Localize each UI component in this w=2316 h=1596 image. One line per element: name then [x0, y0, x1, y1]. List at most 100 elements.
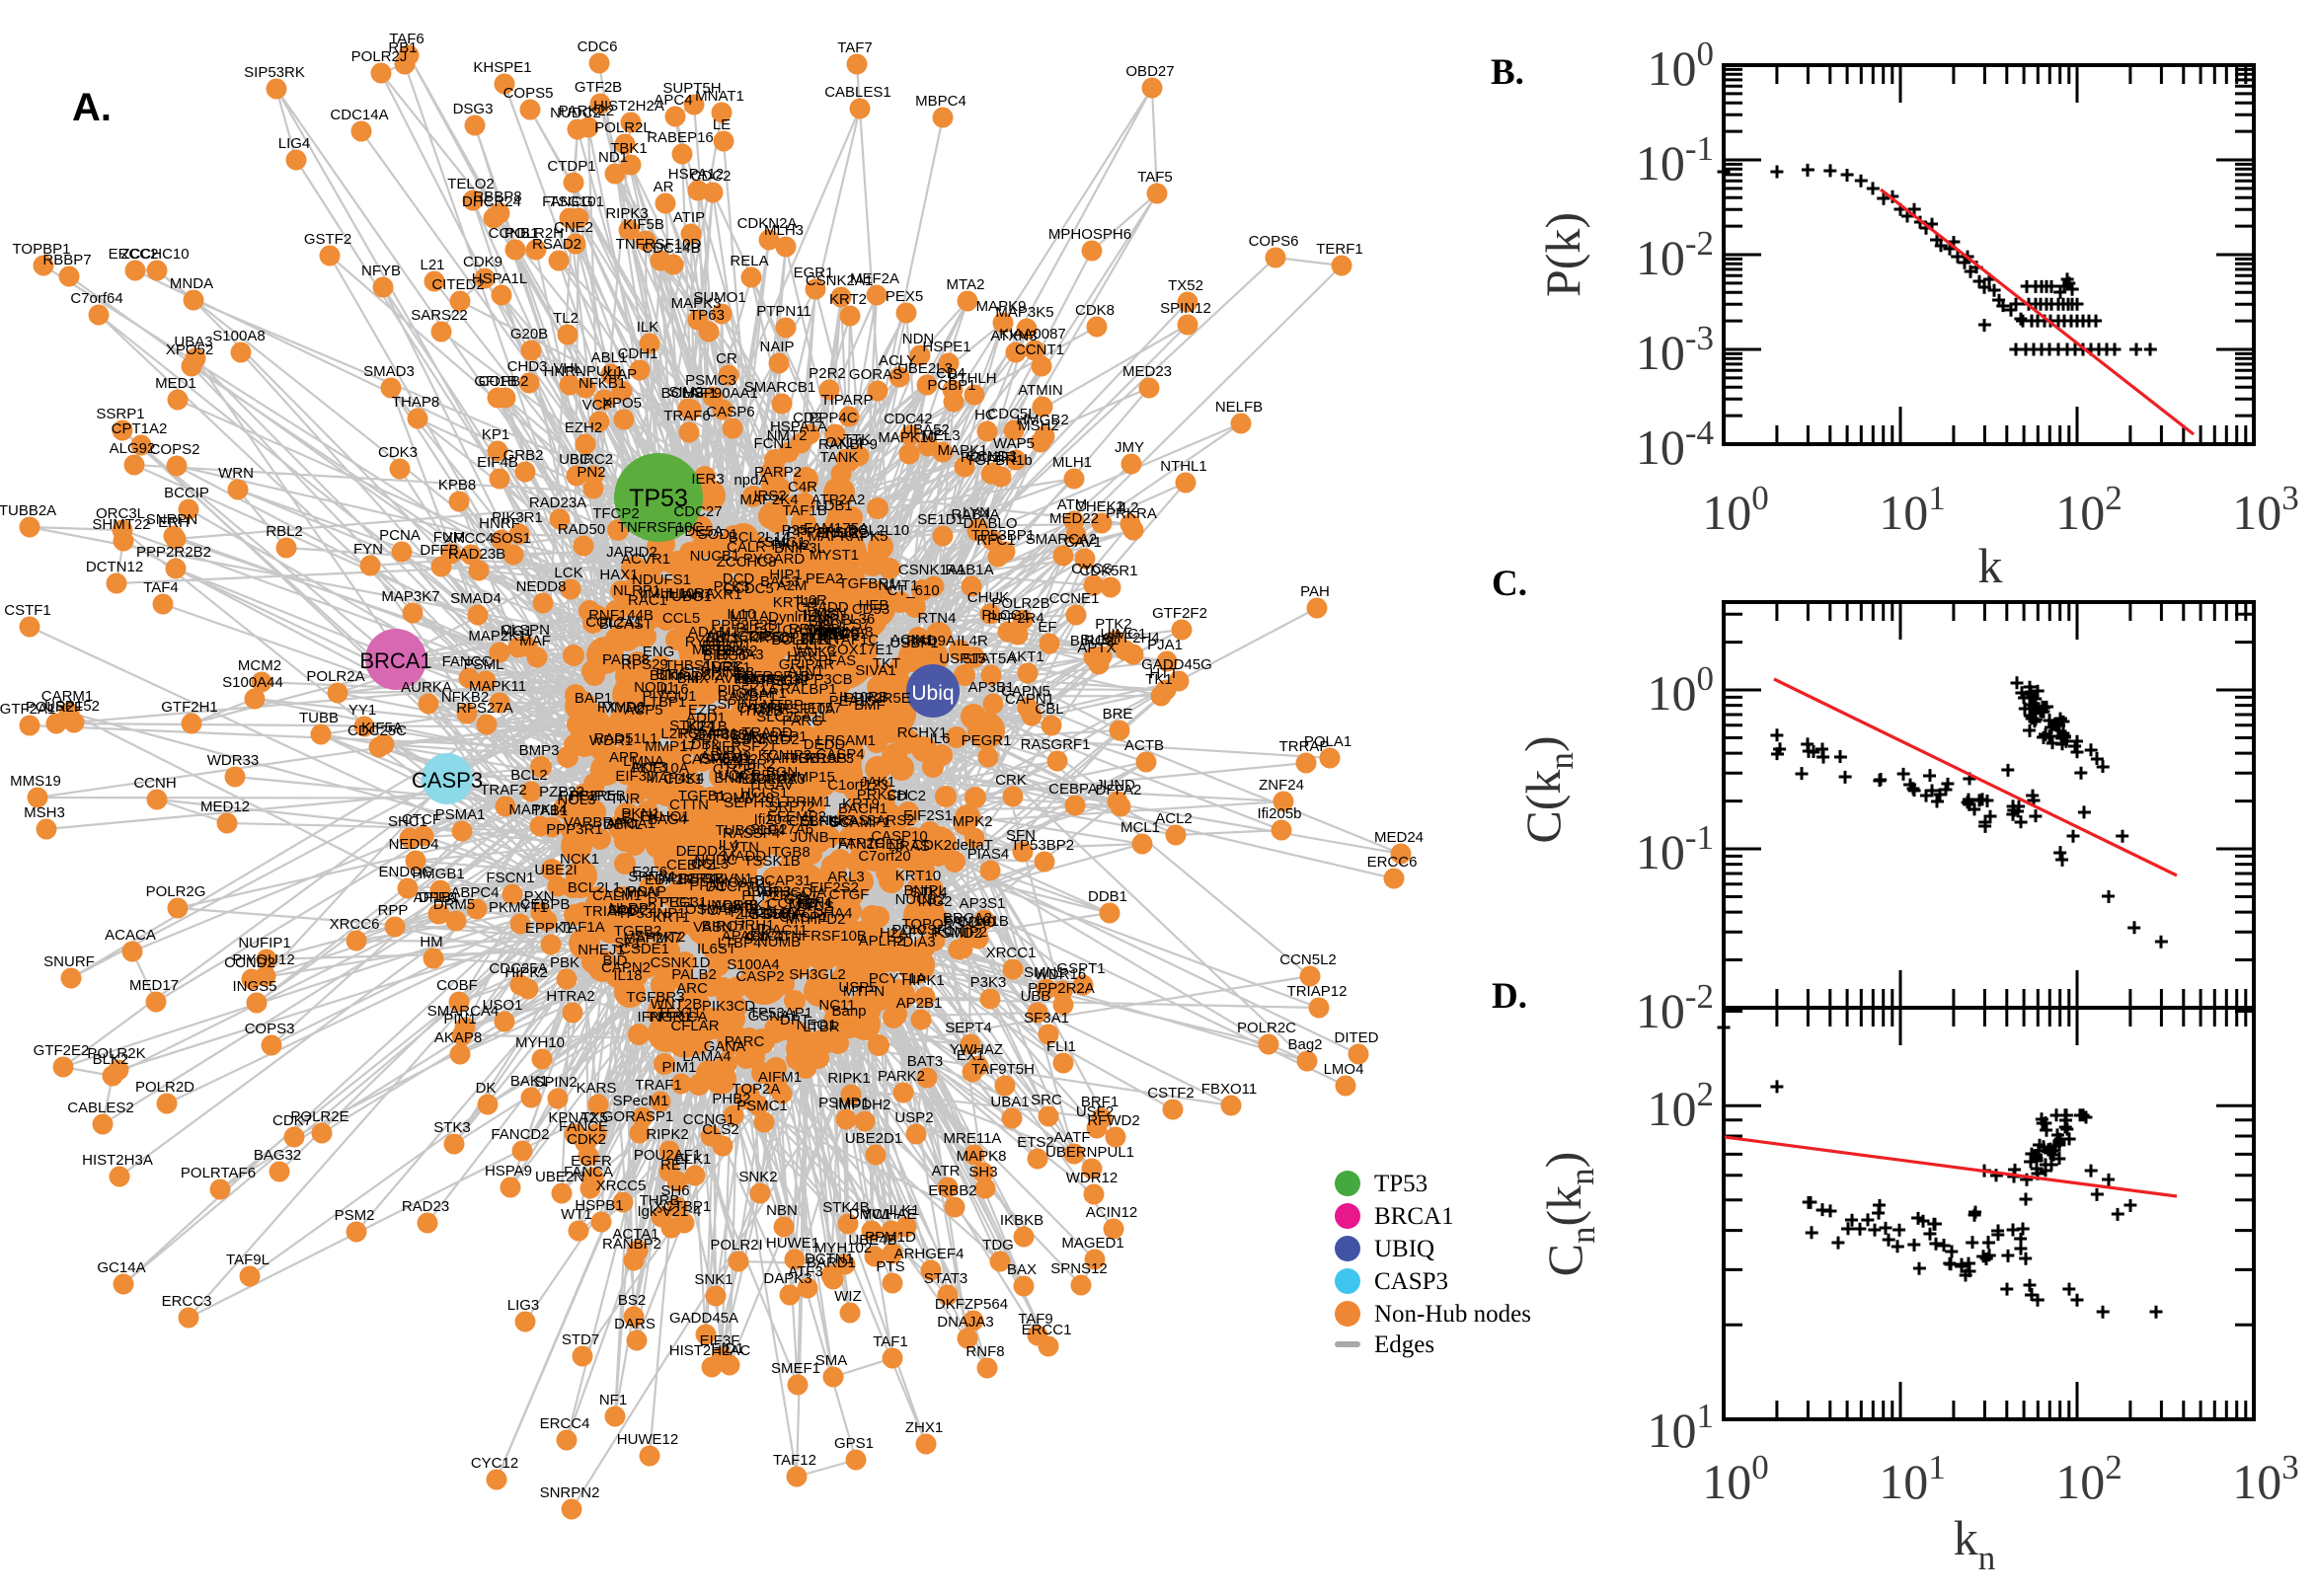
svg-text:SHMT2: SHMT2 [636, 929, 686, 946]
svg-text:AVEN: AVEN [715, 670, 754, 687]
svg-text:GRB2: GRB2 [503, 447, 544, 464]
svg-text:CDK7: CDK7 [272, 1112, 312, 1129]
svg-text:CPT1A2: CPT1A2 [112, 420, 168, 437]
svg-text:BIK: BIK [809, 613, 832, 630]
svg-text:CAPN2: CAPN2 [601, 959, 651, 976]
svg-text:ATR: ATR [932, 1163, 961, 1179]
svg-text:SHC1: SHC1 [388, 813, 427, 830]
svg-text:TFAP2C: TFAP2C [829, 835, 886, 852]
svg-text:ACIN1: ACIN1 [890, 632, 934, 648]
svg-text:EID1: EID1 [711, 1340, 743, 1357]
svg-text:PPP2R2B2: PPP2R2B2 [136, 544, 211, 561]
svg-text:SE1D1: SE1D1 [917, 511, 965, 528]
svg-text:NUCB2: NUCB2 [895, 891, 946, 908]
svg-text:YY1: YY1 [348, 702, 376, 719]
svg-text:SNK2: SNK2 [738, 1169, 777, 1185]
svg-text:MED24: MED24 [1374, 829, 1424, 846]
svg-text:BMF: BMF [854, 697, 886, 714]
svg-text:BRCA2: BRCA2 [943, 910, 992, 927]
svg-text:CDS1: CDS1 [663, 771, 703, 788]
svg-text:COPS7: COPS7 [820, 616, 871, 633]
svg-text:ACIN12: ACIN12 [1086, 1204, 1138, 1221]
svg-text:MMP17: MMP17 [645, 738, 696, 755]
svg-text:FANCD2: FANCD2 [491, 1126, 549, 1143]
svg-text:RPS29: RPS29 [621, 656, 668, 673]
svg-text:GSNA1: GSNA1 [748, 1008, 799, 1025]
svg-text:PCNA: PCNA [379, 527, 421, 544]
svg-text:SOS1: SOS1 [492, 530, 531, 547]
svg-text:RRM2B: RRM2B [789, 621, 841, 638]
svg-text:ZCCHC8: ZCCHC8 [717, 554, 777, 570]
svg-text:CSDE1: CSDE1 [620, 941, 669, 957]
svg-text:ALG92: ALG92 [110, 440, 156, 457]
svg-text:STK24: STK24 [669, 718, 715, 734]
svg-text:PKN1: PKN1 [621, 805, 659, 822]
svg-text:CAV1: CAV1 [1064, 534, 1102, 551]
svg-text:SMA: SMA [815, 1352, 848, 1369]
svg-text:PARP2: PARP2 [754, 464, 802, 481]
svg-text:UQCRFS1: UQCRFS1 [718, 767, 789, 784]
svg-text:CEBPA: CEBPA [1048, 781, 1098, 798]
svg-text:FSCN1: FSCN1 [486, 870, 534, 886]
svg-text:APP: APP [609, 749, 639, 766]
svg-text:SFN: SFN [1006, 827, 1036, 844]
svg-text:PALB2: PALB2 [671, 966, 717, 983]
svg-text:RAD9A: RAD9A [906, 633, 956, 649]
svg-text:BGN: BGN [766, 764, 799, 781]
svg-text:TBK1: TBK1 [610, 140, 648, 157]
svg-text:TP53AP1: TP53AP1 [749, 1005, 812, 1022]
svg-text:KLF4: KLF4 [797, 894, 832, 911]
svg-text:RALBP1: RALBP1 [780, 681, 837, 698]
svg-text:KRT14: KRT14 [773, 594, 818, 611]
svg-text:CSTF2: CSTF2 [1147, 1085, 1195, 1102]
svg-text:RAD23: RAD23 [402, 1198, 449, 1215]
svg-text:FBXO11: FBXO11 [1201, 1081, 1257, 1098]
svg-text:MYST1: MYST1 [810, 547, 859, 564]
svg-text:CCL5: CCL5 [662, 610, 700, 627]
svg-text:SPIN2: SPIN2 [534, 1074, 577, 1091]
svg-text:IER3: IER3 [691, 471, 724, 488]
svg-text:NFKB2: NFKB2 [441, 689, 489, 706]
svg-text:BRE: BRE [1103, 706, 1133, 722]
svg-text:GORASP1: GORASP1 [602, 1108, 674, 1125]
svg-text:HC: HC [974, 407, 996, 423]
svg-text:HRH1: HRH1 [734, 917, 775, 934]
svg-text:SHMT22: SHMT22 [92, 516, 150, 533]
svg-text:BLK: BLK [650, 667, 677, 684]
svg-text:CAPN5: CAPN5 [1001, 683, 1050, 700]
svg-text:ANTXR1: ANTXR1 [683, 586, 741, 603]
svg-text:SIVA1: SIVA1 [855, 662, 895, 679]
svg-text:BRCA1: BRCA1 [359, 648, 431, 673]
svg-text:BAP1: BAP1 [575, 690, 612, 707]
svg-text:TAF1: TAF1 [873, 1333, 908, 1350]
svg-text:P53AIP1: P53AIP1 [679, 725, 737, 742]
svg-text:KRT2: KRT2 [829, 291, 867, 308]
svg-text:CDK8: CDK8 [1075, 302, 1115, 319]
svg-text:PLK3: PLK3 [714, 578, 750, 595]
svg-text:RPP: RPP [378, 902, 409, 919]
svg-text:AP3B1: AP3B1 [968, 679, 1015, 696]
svg-text:THRB: THRB [640, 1192, 680, 1209]
svg-text:IRS2: IRS2 [753, 488, 786, 504]
svg-text:NAIP: NAIP [759, 339, 794, 355]
svg-text:NUMB: NUMB [757, 934, 801, 950]
svg-text:IL10: IL10 [727, 606, 755, 623]
svg-text:PIYOU12: PIYOU12 [232, 951, 294, 968]
svg-text:SARS2: SARS2 [866, 812, 914, 829]
svg-text:MTHFD2: MTHFD2 [786, 911, 846, 928]
svg-text:TAF9T5H: TAF9T5H [971, 1061, 1035, 1078]
svg-text:NTHL1: NTHL1 [1160, 458, 1207, 475]
svg-text:IL18: IL18 [613, 967, 642, 984]
svg-text:ITGAV: ITGAV [750, 777, 794, 794]
svg-text:KRT1: KRT1 [653, 909, 690, 926]
svg-text:GTF2F2: GTF2F2 [1152, 605, 1207, 622]
svg-text:EIF2S1: EIF2S1 [903, 807, 953, 824]
svg-text:TSG101: TSG101 [549, 193, 604, 210]
svg-text:FAM175A: FAM175A [804, 520, 869, 537]
svg-text:TAF7: TAF7 [837, 39, 873, 56]
svg-text:RRAS: RRAS [806, 750, 847, 767]
svg-text:S100A44: S100A44 [222, 674, 283, 691]
svg-text:CDC27: CDC27 [673, 503, 722, 520]
svg-text:KIF1B: KIF1B [686, 719, 728, 735]
svg-text:TUBGCP4: TUBGCP4 [716, 822, 786, 839]
